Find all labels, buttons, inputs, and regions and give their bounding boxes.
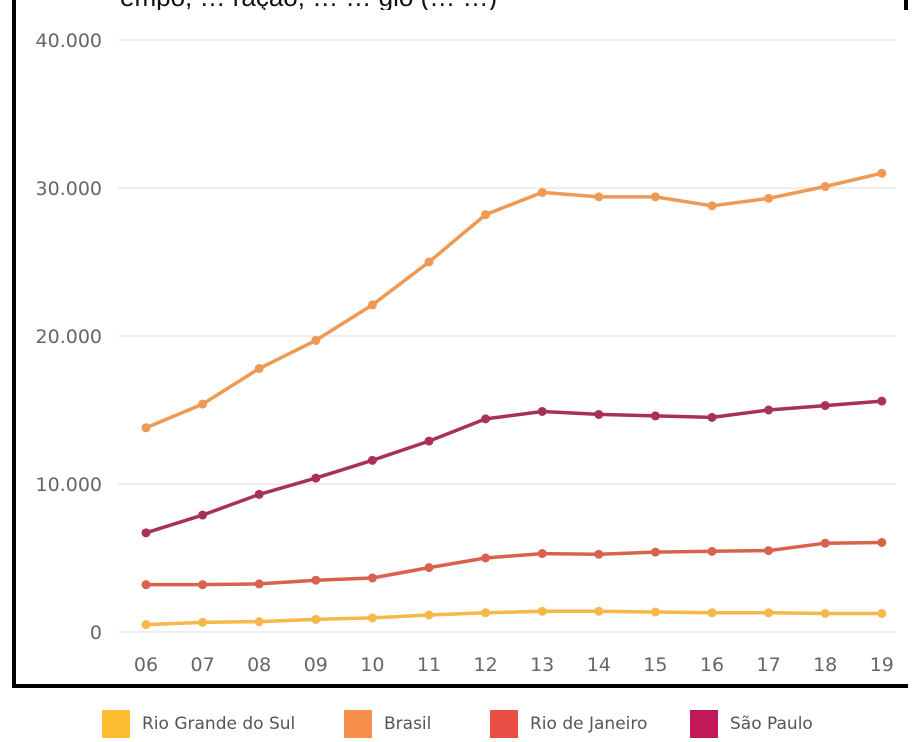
data-point-brasil — [311, 335, 321, 345]
data-point-brasil — [764, 193, 774, 203]
y-tick-label: 40.000 — [36, 30, 102, 52]
legend-swatch-rio-grande-do-sul — [102, 710, 130, 738]
legend-item-rio-de-janeiro: Rio de Janeiro — [490, 710, 647, 738]
x-tick-label: 09 — [304, 654, 328, 676]
data-point-rio-grande-do-sul — [650, 607, 660, 617]
legend-item-brasil: Brasil — [344, 710, 431, 738]
data-point-brasil — [594, 192, 604, 202]
data-point-rio-de-janeiro — [650, 547, 660, 557]
data-point-rio-grande-do-sul — [820, 609, 830, 618]
data-point-rio-de-janeiro — [820, 538, 830, 548]
series-line-brasil — [144, 171, 884, 430]
data-point-rio-grande-do-sul — [254, 617, 264, 627]
data-point-brasil — [141, 423, 151, 433]
x-tick-label: 12 — [474, 654, 498, 676]
data-point-sao-paulo — [764, 405, 774, 415]
y-tick-label: 10.000 — [36, 474, 102, 496]
data-point-sao-paulo — [141, 528, 151, 538]
data-point-rio-grande-do-sul — [707, 608, 717, 618]
data-point-rio-grande-do-sul — [141, 620, 151, 630]
x-tick-label: 10 — [360, 654, 384, 676]
data-point-brasil — [820, 182, 830, 192]
series-line-sao-paulo — [144, 399, 884, 535]
data-point-sao-paulo — [198, 510, 208, 520]
data-point-sao-paulo — [707, 412, 717, 422]
chart-frame — [12, 0, 908, 688]
data-point-sao-paulo — [367, 455, 377, 465]
legend-label-rio-de-janeiro: Rio de Janeiro — [530, 714, 648, 734]
y-tick-label: 20.000 — [36, 326, 102, 348]
chart-frame-right-edge — [904, 0, 908, 10]
data-point-rio-grande-do-sul — [481, 608, 491, 618]
data-point-rio-grande-do-sul — [424, 610, 434, 620]
x-tick-label: 14 — [587, 654, 611, 676]
y-tick-label: 30.000 — [36, 178, 102, 200]
data-point-rio-grande-do-sul — [877, 609, 887, 618]
data-point-rio-grande-do-sul — [198, 617, 208, 627]
chart-title-fragment: empo, … ração, … … gio (… …) — [120, 0, 912, 10]
data-point-brasil — [367, 300, 377, 310]
legend-swatch-rio-de-janeiro — [490, 710, 518, 738]
data-point-rio-de-janeiro — [424, 563, 434, 573]
data-point-rio-grande-do-sul — [537, 606, 547, 616]
data-point-rio-de-janeiro — [764, 546, 774, 556]
data-point-rio-de-janeiro — [198, 580, 208, 590]
data-point-brasil — [254, 364, 264, 374]
x-tick-label: 16 — [700, 654, 724, 676]
data-point-sao-paulo — [481, 414, 491, 424]
data-point-rio-de-janeiro — [537, 549, 547, 559]
legend-label-brasil: Brasil — [384, 714, 432, 734]
legend-label-rio-grande-do-sul: Rio Grande do Sul — [142, 714, 296, 734]
data-point-brasil — [537, 187, 547, 197]
data-point-rio-de-janeiro — [877, 537, 887, 547]
data-point-brasil — [707, 201, 717, 211]
legend-item-sao-paulo: São Paulo — [690, 710, 813, 738]
data-point-sao-paulo — [650, 411, 660, 421]
data-point-rio-de-janeiro — [481, 553, 491, 563]
x-tick-label: 15 — [643, 654, 667, 676]
data-point-sao-paulo — [877, 396, 887, 406]
series-line-rio-grande-do-sul — [144, 609, 884, 627]
x-tick-label: 07 — [191, 654, 215, 676]
data-point-rio-de-janeiro — [254, 579, 264, 589]
data-point-sao-paulo — [594, 409, 604, 419]
data-point-rio-de-janeiro — [311, 575, 321, 585]
data-point-rio-grande-do-sul — [311, 614, 321, 624]
data-point-brasil — [481, 210, 491, 220]
x-tick-label: 19 — [870, 654, 894, 676]
legend-label-sao-paulo: São Paulo — [730, 714, 813, 734]
data-point-rio-grande-do-sul — [367, 613, 377, 623]
data-point-sao-paulo — [424, 436, 434, 446]
data-point-rio-grande-do-sul — [764, 608, 774, 618]
x-tick-label: 17 — [757, 654, 781, 676]
data-point-rio-de-janeiro — [707, 546, 717, 556]
line-chart: 0 10.000 20.000 30.000 40.000 06 07 08 09 10 11 12 1… — [36, 30, 896, 676]
data-point-sao-paulo — [820, 401, 830, 411]
data-point-rio-grande-do-sul — [594, 606, 604, 616]
series-line-rio-de-janeiro — [144, 540, 884, 587]
legend-swatch-brasil — [344, 710, 372, 738]
data-point-sao-paulo — [537, 406, 547, 416]
data-point-rio-de-janeiro — [141, 580, 151, 590]
data-point-sao-paulo — [254, 489, 264, 499]
x-tick-label: 11 — [417, 654, 441, 676]
data-point-rio-de-janeiro — [594, 549, 604, 559]
data-point-brasil — [877, 168, 887, 178]
x-tick-label: 18 — [813, 654, 837, 676]
data-point-brasil — [650, 192, 660, 202]
chart-legend: Rio Grande do Sul Brasil Rio de Janeiro … — [0, 706, 912, 742]
x-tick-label: 08 — [247, 654, 271, 676]
legend-swatch-sao-paulo — [690, 710, 718, 738]
data-point-brasil — [424, 257, 434, 267]
y-tick-label: 0 — [90, 622, 102, 644]
legend-item-rio-grande-do-sul: Rio Grande do Sul — [102, 710, 295, 738]
x-tick-label: 06 — [134, 654, 158, 676]
data-point-rio-de-janeiro — [367, 573, 377, 583]
data-point-sao-paulo — [311, 473, 321, 483]
data-point-brasil — [198, 399, 208, 409]
x-tick-label: 13 — [530, 654, 554, 676]
